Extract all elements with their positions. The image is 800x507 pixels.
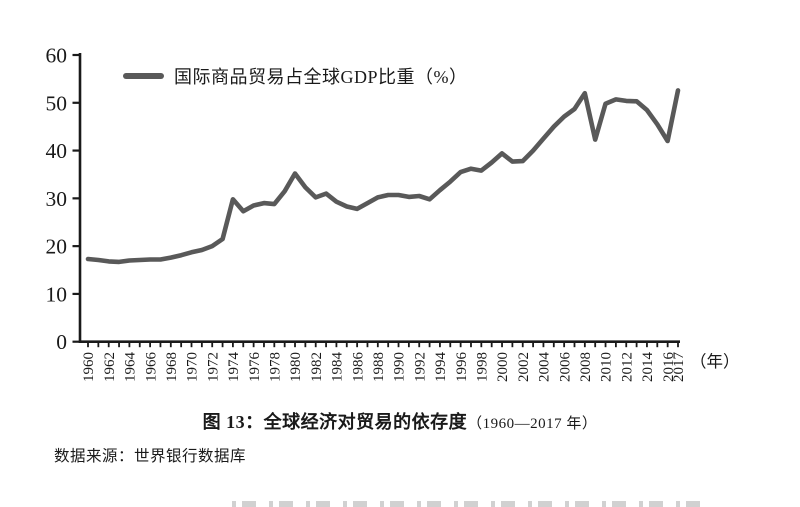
data-line [85,88,681,265]
x-tick-label: 2014 [640,352,656,383]
x-tick-label: 2012 [619,352,635,382]
figure-caption-range: （1960—2017 年） [467,416,598,432]
figure-caption-title: 图 13：全球经济对贸易的依存度 [202,412,468,432]
x-tick-label: 2000 [495,352,511,382]
x-tick-label: 1974 [226,352,242,383]
x-axis-unit-label: （年） [690,352,740,371]
x-tick-label: 1996 [454,352,470,383]
y-tick-label: 40 [46,139,68,163]
y-tick-label: 20 [46,235,68,259]
y-tick-label: 10 [46,282,68,306]
data-source-note: 数据来源：世界银行数据库 [54,448,247,465]
x-tick-label: 1976 [247,352,263,383]
x-tick-label: 1984 [330,352,346,383]
x-tick-label: 1988 [371,352,387,382]
cutoff-text-remnant [232,501,710,507]
x-tick-label: 1970 [185,352,201,382]
x-tick-label: 1994 [433,352,449,383]
x-tick-label: 2008 [578,352,594,382]
x-tick-label: 2010 [599,352,615,382]
x-tick-label: 1982 [309,352,325,382]
x-tick-label: 1978 [268,352,284,382]
figure-caption: 图 13：全球经济对贸易的依存度（1960—2017 年） [0,408,800,434]
y-tick-label: 50 [46,91,68,115]
x-tick-label: 2004 [537,352,553,383]
x-tick-label: 1992 [412,352,428,382]
x-tick-label: 2016 [661,352,677,383]
y-tick-label: 0 [56,330,67,354]
legend-line-swatch [123,73,164,79]
x-tick-label: 2017 [671,352,687,383]
y-tick-label: 30 [46,187,68,211]
x-tick-label: 1972 [205,352,221,382]
x-tick-label: 1962 [102,352,118,382]
x-tick-label: 1968 [164,352,180,382]
x-tick-label: 1966 [143,352,159,383]
x-tick-label: 1980 [288,352,304,382]
x-tick-label: 2006 [557,352,573,383]
x-tick-label: 1990 [392,352,408,382]
legend-label: 国际商品贸易占全球GDP比重（%） [174,67,468,87]
y-tick-label: 60 [46,44,68,68]
chart-legend: 国际商品贸易占全球GDP比重（%） [123,63,468,89]
x-tick-label: 2002 [516,352,532,382]
x-tick-label: 1986 [350,352,366,383]
x-tick-label: 1998 [475,352,491,382]
x-tick-label: 1960 [81,352,97,382]
x-tick-label: 1964 [123,352,139,383]
